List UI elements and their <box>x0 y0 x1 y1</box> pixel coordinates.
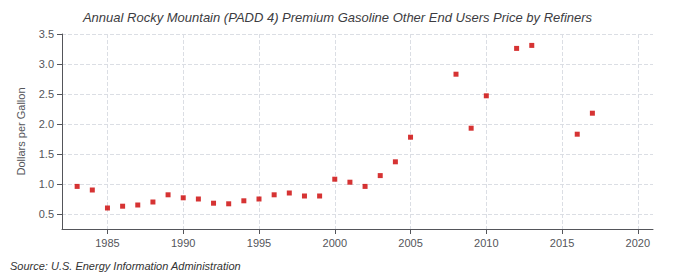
svg-text:1995: 1995 <box>247 237 271 249</box>
svg-text:3.0: 3.0 <box>39 58 54 70</box>
svg-text:2.5: 2.5 <box>39 88 54 100</box>
svg-text:Dollars per Gallon: Dollars per Gallon <box>15 87 27 175</box>
svg-text:2005: 2005 <box>398 237 422 249</box>
svg-text:2010: 2010 <box>474 237 498 249</box>
svg-text:1.5: 1.5 <box>39 148 54 160</box>
svg-text:2.0: 2.0 <box>39 118 54 130</box>
svg-text:0.5: 0.5 <box>39 208 54 220</box>
svg-text:2015: 2015 <box>550 237 574 249</box>
svg-text:2020: 2020 <box>626 237 650 249</box>
svg-text:3.5: 3.5 <box>39 28 54 40</box>
svg-text:1990: 1990 <box>171 237 195 249</box>
svg-text:1985: 1985 <box>95 237 119 249</box>
svg-text:Annual Rocky Mountain (PADD 4): Annual Rocky Mountain (PADD 4) Premium G… <box>82 10 593 25</box>
svg-text:1.0: 1.0 <box>39 178 54 190</box>
svg-text:2000: 2000 <box>323 237 347 249</box>
svg-text:Source: U.S. Energy Informatio: Source: U.S. Energy Information Administ… <box>10 260 241 272</box>
